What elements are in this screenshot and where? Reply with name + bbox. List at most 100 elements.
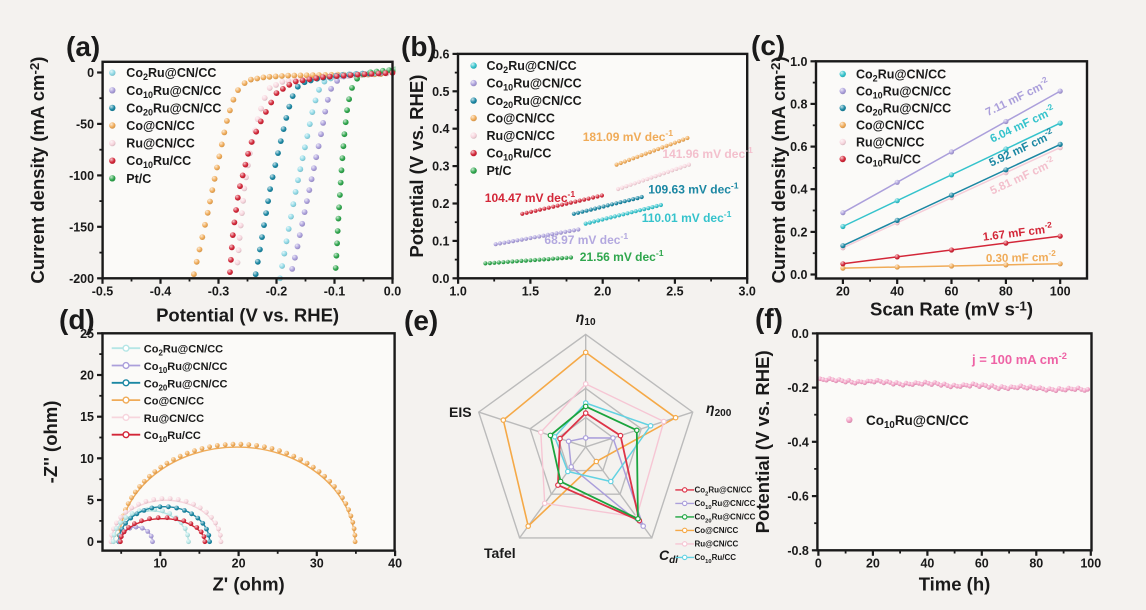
svg-text:(f): (f)	[755, 303, 783, 334]
svg-text:1.0: 1.0	[449, 284, 466, 298]
svg-text:20: 20	[866, 556, 880, 570]
svg-text:Co10​Ru@CN/CC: Co10​Ru@CN/CC	[856, 85, 951, 101]
svg-text:0.0: 0.0	[792, 327, 809, 341]
svg-text:Z' (ohm): Z' (ohm)	[212, 574, 284, 595]
svg-text:Co10​Ru/CC: Co10​Ru/CC	[144, 430, 201, 444]
svg-text:20: 20	[232, 557, 246, 571]
svg-text:Co10​Ru@CN/CC: Co10​Ru@CN/CC	[695, 499, 756, 511]
svg-text:Co10​Ru/CC: Co10​Ru/CC	[126, 154, 191, 170]
svg-text:η200: η200	[706, 400, 732, 419]
svg-text:10: 10	[80, 452, 94, 466]
svg-text:-0.1: -0.1	[324, 284, 346, 298]
svg-text:60: 60	[945, 285, 959, 299]
svg-text:Current density (mA cm-2​): Current density (mA cm-2​)	[768, 56, 789, 283]
svg-text:21.56 mV dec-1​: 21.56 mV dec-1​	[580, 248, 664, 264]
svg-text:0.0: 0.0	[432, 272, 449, 286]
svg-text:Co2​Ru@CN/CC: Co2​Ru@CN/CC	[144, 344, 223, 358]
svg-text:3.0: 3.0	[739, 284, 756, 298]
svg-text:0.1: 0.1	[432, 234, 449, 248]
svg-text:-50: -50	[76, 117, 94, 131]
svg-text:Co2​Ru@CN/CC: Co2​Ru@CN/CC	[126, 66, 216, 82]
svg-text:-Z'' (ohm): -Z'' (ohm)	[40, 401, 61, 484]
svg-text:2.0: 2.0	[594, 284, 611, 298]
svg-text:Ru@CN/CC: Ru@CN/CC	[695, 540, 739, 549]
svg-text:Pt/C: Pt/C	[126, 172, 151, 186]
svg-text:68.97 mV dec-1​: 68.97 mV dec-1​	[544, 231, 628, 247]
svg-text:100: 100	[1080, 556, 1101, 570]
svg-text:Co2​Ru@CN/CC: Co2​Ru@CN/CC	[856, 68, 946, 84]
svg-text:Co@CN/CC: Co@CN/CC	[695, 526, 739, 535]
svg-text:Co2​Ru@CN/CC: Co2​Ru@CN/CC	[487, 59, 577, 75]
svg-text:Current density (mA cm-2​): Current density (mA cm-2​)	[27, 57, 48, 284]
svg-text:Co20​Ru@CN/CC: Co20​Ru@CN/CC	[856, 102, 951, 118]
svg-text:EIS: EIS	[449, 404, 472, 420]
svg-text:0.0: 0.0	[790, 268, 807, 282]
svg-text:0.4: 0.4	[790, 183, 807, 197]
svg-text:20: 20	[836, 285, 850, 299]
svg-text:40: 40	[388, 557, 402, 571]
svg-text:-0.2: -0.2	[787, 381, 809, 395]
svg-text:Co@CN/CC: Co@CN/CC	[856, 119, 924, 133]
svg-text:Co10​Ru/CC: Co10​Ru/CC	[856, 153, 921, 169]
svg-text:100: 100	[1050, 285, 1071, 299]
svg-text:10: 10	[153, 557, 167, 571]
svg-text:Co20​Ru@CN/CC: Co20​Ru@CN/CC	[144, 378, 228, 392]
svg-text:Scan Rate (mV s-1​): Scan Rate (mV s-1​)	[870, 299, 1033, 320]
svg-text:Co20​Ru@CN/CC: Co20​Ru@CN/CC	[126, 101, 221, 117]
svg-text:Pt/C: Pt/C	[487, 164, 512, 178]
svg-text:0: 0	[87, 66, 94, 80]
svg-text:Potential (V vs. RHE): Potential (V vs. RHE)	[752, 350, 773, 533]
svg-text:0.0: 0.0	[384, 284, 401, 298]
svg-text:-0.6: -0.6	[787, 490, 809, 504]
svg-text:Co@CN/CC: Co@CN/CC	[487, 112, 555, 126]
svg-text:Time (h): Time (h)	[919, 573, 991, 594]
svg-text:181.09 mV dec-1​: 181.09 mV dec-1​	[583, 128, 674, 144]
svg-text:-150: -150	[69, 220, 94, 234]
svg-text:(d): (d)	[59, 304, 95, 335]
svg-text:0.2: 0.2	[790, 225, 807, 239]
svg-text:Ru@CN/CC: Ru@CN/CC	[126, 137, 194, 151]
svg-text:5: 5	[87, 494, 94, 508]
svg-text:80: 80	[999, 285, 1013, 299]
svg-text:25: 25	[80, 327, 94, 341]
svg-text:0.2: 0.2	[432, 197, 449, 211]
svg-text:(e): (e)	[404, 305, 438, 336]
svg-text:-0.4: -0.4	[150, 284, 172, 298]
svg-text:Co10​Ru/CC: Co10​Ru/CC	[695, 553, 737, 565]
svg-text:(b): (b)	[401, 31, 437, 62]
svg-text:80: 80	[1029, 556, 1043, 570]
svg-text:Co20​Ru@CN/CC: Co20​Ru@CN/CC	[695, 513, 756, 525]
svg-text:Tafel: Tafel	[484, 545, 516, 561]
svg-text:Co@CN/CC: Co@CN/CC	[126, 119, 194, 133]
svg-text:0.3: 0.3	[432, 160, 449, 174]
svg-text:0.8: 0.8	[790, 97, 807, 111]
svg-text:1.5: 1.5	[522, 284, 539, 298]
svg-text:Co@CN/CC: Co@CN/CC	[144, 396, 204, 408]
svg-text:-0.2: -0.2	[266, 284, 288, 298]
svg-text:104.47 mV dec-1​: 104.47 mV dec-1​	[485, 189, 576, 205]
svg-text:Potential (V vs. RHE): Potential (V vs. RHE)	[406, 75, 427, 258]
svg-text:j = 100 mA cm-2​: j = 100 mA cm-2​	[971, 351, 1067, 367]
svg-text:Ru@CN/CC: Ru@CN/CC	[856, 136, 924, 150]
svg-text:Ru@CN/CC: Ru@CN/CC	[487, 129, 555, 143]
svg-text:Co10​Ru@CN/CC: Co10​Ru@CN/CC	[866, 413, 969, 431]
svg-text:1.0: 1.0	[790, 55, 807, 69]
svg-text:Co2​Ru@CN/CC: Co2​Ru@CN/CC	[695, 486, 753, 498]
svg-text:15: 15	[80, 410, 94, 424]
svg-text:-0.3: -0.3	[208, 284, 230, 298]
svg-text:Co20​Ru@CN/CC: Co20​Ru@CN/CC	[487, 94, 582, 110]
svg-text:0.4: 0.4	[432, 122, 449, 136]
svg-text:109.63 mV dec-1​: 109.63 mV dec-1​	[648, 181, 739, 197]
svg-text:Potential (V vs. RHE): Potential (V vs. RHE)	[156, 304, 339, 325]
svg-text:40: 40	[920, 556, 934, 570]
svg-text:0.30 mF cm-2​: 0.30 mF cm-2​	[986, 249, 1057, 265]
svg-text:η10: η10	[576, 309, 596, 328]
svg-text:-200: -200	[69, 272, 94, 286]
svg-text:Co10​Ru@CN/CC: Co10​Ru@CN/CC	[126, 84, 221, 100]
svg-text:Ru@CN/CC: Ru@CN/CC	[144, 413, 204, 425]
svg-text:40: 40	[890, 285, 904, 299]
svg-text:0: 0	[87, 535, 94, 549]
svg-text:Co10​Ru@CN/CC: Co10​Ru@CN/CC	[144, 361, 228, 375]
svg-text:30: 30	[310, 557, 324, 571]
svg-text:-0.5: -0.5	[92, 284, 114, 298]
